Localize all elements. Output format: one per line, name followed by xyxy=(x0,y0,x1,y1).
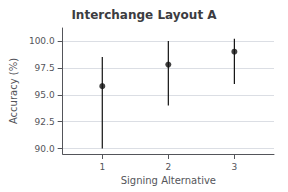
svg-text:92.5: 92.5 xyxy=(35,117,55,127)
svg-text:2: 2 xyxy=(165,162,171,172)
svg-text:95.0: 95.0 xyxy=(35,90,55,100)
svg-text:1: 1 xyxy=(99,162,105,172)
svg-text:Interchange Layout A: Interchange Layout A xyxy=(71,8,217,22)
svg-text:97.5: 97.5 xyxy=(35,63,55,73)
svg-text:90.0: 90.0 xyxy=(35,144,55,154)
svg-text:Accuracy (%): Accuracy (%) xyxy=(8,58,19,124)
svg-text:100.0: 100.0 xyxy=(29,36,55,46)
svg-text:Signing Alternative: Signing Alternative xyxy=(121,175,216,186)
svg-text:3: 3 xyxy=(232,162,238,172)
